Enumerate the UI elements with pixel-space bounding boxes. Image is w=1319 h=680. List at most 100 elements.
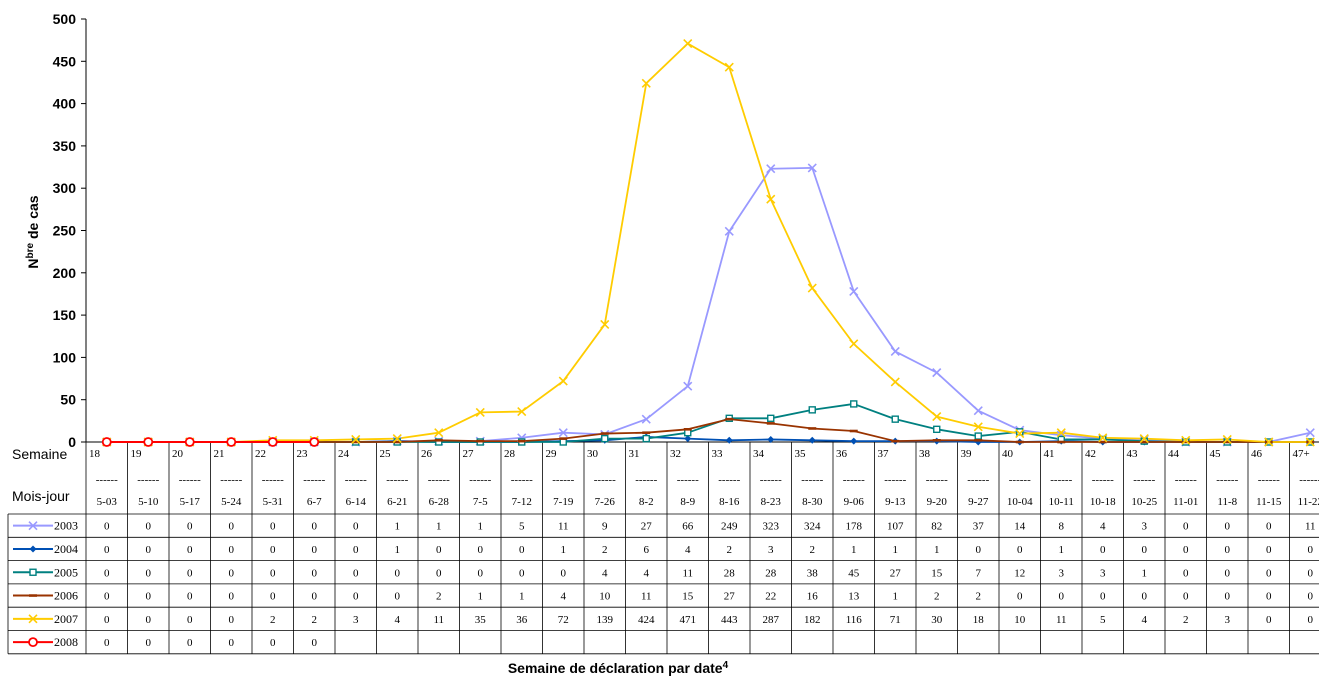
data-point-2003: [1305, 428, 1315, 438]
date-label: 5-31: [263, 496, 283, 508]
data-point-2007: [641, 78, 651, 88]
week-label: 47+: [1293, 448, 1310, 460]
table-cell-value: 107: [887, 521, 904, 533]
y-axis-label: Nbre de cas: [25, 195, 42, 268]
week-date-separator: ------: [594, 474, 616, 486]
legend-marker: [29, 568, 37, 576]
table-cell-value: 0: [229, 544, 235, 556]
date-label: 5-10: [138, 496, 159, 508]
data-point-2005: [1016, 428, 1024, 436]
table-cell-value: 0: [1266, 521, 1272, 533]
data-point-2008: [184, 437, 195, 447]
data-point-2004: [808, 436, 816, 444]
date-label: 8-23: [761, 496, 782, 508]
week-date-separator: ------: [1009, 474, 1031, 486]
data-point-2003: [724, 226, 734, 236]
table-cell-value: 2: [810, 544, 816, 556]
week-date-separator: ------: [345, 474, 367, 486]
date-label: 11-01: [1173, 496, 1198, 508]
table-cell-value: 424: [638, 614, 655, 626]
table-cell-value: 3: [1100, 567, 1106, 579]
table-cell-value: 0: [1100, 544, 1106, 556]
row-header-date: Mois-jour: [12, 488, 70, 504]
week-date-separator: ------: [801, 474, 823, 486]
week-date-separator: ------: [137, 474, 159, 486]
data-point-2007: [724, 62, 734, 72]
series-line-2003: [106, 166, 1311, 443]
data-point-2007: [849, 339, 859, 349]
week-label: 23: [297, 448, 309, 460]
y-tick-label: 0: [68, 434, 76, 450]
table-cell-value: 0: [395, 567, 401, 579]
table-cell-value: 0: [1183, 567, 1189, 579]
table-cell-value: 139: [597, 614, 614, 626]
week-label: 29: [546, 448, 558, 460]
table-cell-value: 13: [848, 591, 860, 603]
week-date-separator: ------: [1175, 474, 1197, 486]
table-cell-value: 0: [1225, 591, 1231, 603]
table-cell-value: 0: [146, 614, 152, 626]
table-cell-value: 4: [1142, 614, 1148, 626]
week-date-separator: ------: [386, 474, 408, 486]
table-cell-value: 11: [1305, 521, 1316, 533]
week-date-separator: ------: [511, 474, 533, 486]
table-cell-value: 0: [270, 544, 276, 556]
date-label: 10-18: [1090, 496, 1116, 508]
week-date-separator: ------: [303, 474, 325, 486]
table-cell-value: 3: [1059, 567, 1065, 579]
table-cell-value: 3: [768, 544, 774, 556]
data-point-2008: [143, 437, 154, 447]
date-label: 10-25: [1131, 496, 1157, 508]
date-label: 5-17: [180, 496, 201, 508]
table-cell-value: 15: [931, 567, 943, 579]
date-label: 9-13: [885, 496, 906, 508]
table-cell-value: 11: [558, 521, 569, 533]
legend-label: 2007: [54, 612, 78, 626]
table-cell-value: 0: [312, 567, 318, 579]
table-cell-value: 471: [680, 614, 697, 626]
date-label: 6-21: [387, 496, 407, 508]
table-cell-value: 4: [685, 544, 691, 556]
date-label: 10-04: [1007, 496, 1033, 508]
week-label: 20: [172, 448, 184, 460]
legend-label: 2005: [54, 565, 78, 579]
table-cell-value: 0: [519, 567, 525, 579]
data-point-2003: [683, 381, 693, 391]
week-label: 39: [961, 448, 973, 460]
table-cell-value: 2: [436, 591, 442, 603]
week-date-separator: ------: [884, 474, 906, 486]
table-cell-value: 1: [395, 521, 401, 533]
table-cell-value: 324: [804, 521, 821, 533]
data-point-2003: [641, 414, 651, 424]
table-cell-value: 1: [478, 591, 484, 603]
series-layer: [101, 38, 1315, 447]
date-label: 11-15: [1256, 496, 1282, 508]
table-cell-value: 0: [1266, 544, 1272, 556]
table-cell-value: 0: [104, 591, 110, 603]
table-cell-value: 1: [934, 544, 940, 556]
table-cell-value: 0: [187, 544, 193, 556]
table-cell-value: 0: [353, 544, 359, 556]
date-label: 7-12: [512, 496, 532, 508]
table-cell-value: 0: [187, 591, 193, 603]
data-point-2005: [601, 434, 609, 443]
table-cell-value: 35: [475, 614, 487, 626]
data-point-2005: [767, 414, 775, 423]
week-date-separator: ------: [179, 474, 201, 486]
legend-marker: [29, 545, 37, 553]
y-tick-label: 450: [53, 53, 77, 69]
data-point-2007: [1015, 428, 1025, 439]
week-label: 24: [338, 448, 350, 460]
table-cell-value: 0: [229, 567, 235, 579]
table-cell-value: 11: [682, 567, 693, 579]
table-cell-value: 66: [682, 521, 694, 533]
data-point-2008: [101, 437, 112, 447]
week-label: 37: [878, 448, 890, 460]
table-cell-value: 7: [976, 567, 982, 579]
date-label: 6-28: [429, 496, 450, 508]
table-cell-value: 22: [765, 591, 776, 603]
week-label: 46: [1251, 448, 1263, 460]
data-point-2007: [558, 376, 568, 386]
table-cell-value: 0: [146, 544, 152, 556]
table-cell-value: 28: [765, 567, 777, 579]
